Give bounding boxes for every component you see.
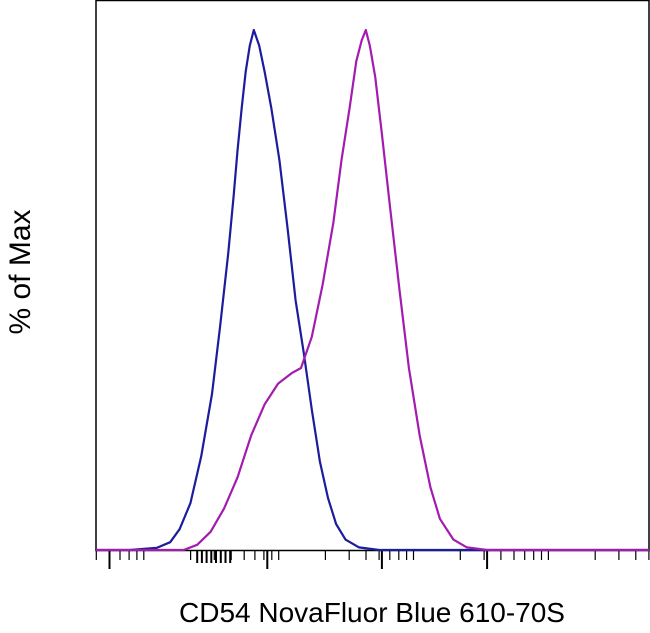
series-line-2 — [96, 28, 649, 552]
y-axis-label: % of Max — [4, 209, 37, 334]
series-lines — [96, 28, 649, 552]
plot-frame — [95, 0, 650, 552]
x-axis-ticks — [95, 551, 650, 569]
series-line-1 — [96, 28, 649, 552]
x-axis-label: CD54 NovaFluor Blue 610-70S — [179, 597, 565, 628]
